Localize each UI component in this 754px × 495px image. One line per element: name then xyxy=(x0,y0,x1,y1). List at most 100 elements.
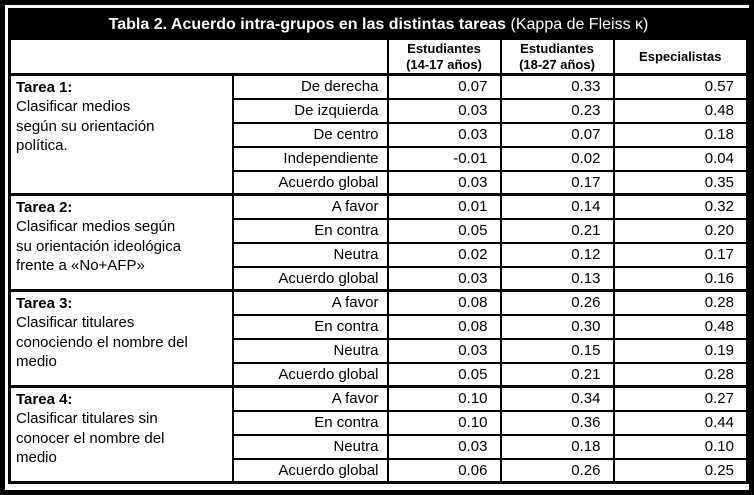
table-body: Tarea 1: Clasificar medios según su orien… xyxy=(8,73,749,484)
table-row: Independiente -0.01 0.02 0.04 xyxy=(10,145,749,172)
category-cell: Independiente xyxy=(231,145,389,172)
kappa-value-cell: 0.12 xyxy=(499,241,615,268)
table-row: En contra 0.05 0.21 0.20 xyxy=(10,217,749,244)
kappa-value-cell: 0.23 xyxy=(499,97,615,124)
category-cell: En contra xyxy=(231,409,389,436)
kappa-value-cell: 0.21 xyxy=(499,361,615,388)
kappa-value-cell: 0.10 xyxy=(386,409,502,436)
kappa-value-cell: 0.03 xyxy=(386,433,502,460)
kappa-value-cell: 0.36 xyxy=(499,409,615,436)
table-row: En contra 0.08 0.30 0.48 xyxy=(10,313,749,340)
task-description-cell: Tarea 2: Clasificar medios según su orien… xyxy=(8,193,234,292)
table-row: Neutra 0.03 0.18 0.10 xyxy=(10,433,749,460)
table-title: Tabla 2. Acuerdo intra-grupos en las dis… xyxy=(8,8,749,40)
category-cell: En contra xyxy=(231,313,389,340)
kappa-value-cell: -0.01 xyxy=(386,145,502,172)
kappa-value-cell: 0.32 xyxy=(612,193,749,220)
kappa-value-cell: 0.03 xyxy=(386,337,502,364)
task-description: Clasificar titulares conociendo el nombr… xyxy=(16,314,188,370)
category-cell: Acuerdo global xyxy=(231,361,389,388)
table-row: Acuerdo global 0.03 0.13 0.16 xyxy=(10,265,749,292)
table-row: De centro 0.03 0.07 0.18 xyxy=(10,121,749,148)
task-title: Tarea 4: xyxy=(16,391,73,409)
kappa-value-cell: 0.20 xyxy=(612,217,749,244)
kappa-value-cell: 0.07 xyxy=(499,121,615,148)
header-row: Estudiantes (14-17 años) Estudiantes (18-2… xyxy=(8,38,749,77)
kappa-value-cell: 0.48 xyxy=(612,97,749,124)
kappa-value-cell: 0.48 xyxy=(612,313,749,340)
table-title-bold: Tabla 2. Acuerdo intra-grupos en las dis… xyxy=(108,15,507,33)
header-line: (18-27 años) xyxy=(519,56,595,72)
task-description-cell: Tarea 3: Clasificar titulares conociendo … xyxy=(8,289,234,388)
category-cell: Neutra xyxy=(231,337,389,364)
kappa-value-cell: 0.28 xyxy=(612,361,749,388)
task-description-cell: Tarea 4: Clasificar titulares sin conocer… xyxy=(8,385,234,484)
table-row: En contra 0.10 0.36 0.44 xyxy=(10,409,749,436)
kappa-value-cell: 0.13 xyxy=(499,265,615,292)
kappa-value-cell: 0.26 xyxy=(499,457,615,484)
table-row: De izquierda 0.03 0.23 0.48 xyxy=(10,97,749,124)
kappa-table: Tabla 2. Acuerdo intra-grupos en las dis… xyxy=(8,8,749,485)
kappa-value-cell: 0.30 xyxy=(499,313,615,340)
kappa-value-cell: 0.08 xyxy=(386,313,502,340)
table-title-note: (Kappa de Fleiss κ) xyxy=(506,15,649,33)
kappa-value-cell: 0.25 xyxy=(612,457,749,484)
kappa-value-cell: 0.33 xyxy=(499,73,615,100)
table-row: Acuerdo global 0.03 0.17 0.35 xyxy=(10,169,749,196)
kappa-value-cell: 0.10 xyxy=(386,385,502,412)
kappa-value-cell: 0.14 xyxy=(499,193,615,220)
table-row: Neutra 0.02 0.12 0.17 xyxy=(10,241,749,268)
kappa-value-cell: 0.03 xyxy=(386,169,502,196)
category-cell: A favor xyxy=(231,385,389,412)
kappa-value-cell: 0.03 xyxy=(386,265,502,292)
kappa-value-cell: 0.02 xyxy=(499,145,615,172)
kappa-value-cell: 0.03 xyxy=(386,97,502,124)
kappa-value-cell: 0.21 xyxy=(499,217,615,244)
category-cell: Neutra xyxy=(231,433,389,460)
category-cell: Acuerdo global xyxy=(231,265,389,292)
kappa-value-cell: 0.35 xyxy=(612,169,749,196)
table-row: Tarea 3: Clasificar titulares conociendo … xyxy=(8,289,749,388)
column-header-estudiantes-18-27: Estudiantes (18-27 años) xyxy=(499,38,615,77)
kappa-value-cell: 0.07 xyxy=(386,73,502,100)
table-row: Tarea 4: Clasificar titulares sin conocer… xyxy=(8,385,749,484)
kappa-value-cell: 0.05 xyxy=(386,361,502,388)
kappa-value-cell: 0.28 xyxy=(612,289,749,316)
kappa-value-cell: 0.18 xyxy=(612,121,749,148)
column-header-especialistas: Especialistas xyxy=(612,38,749,77)
task-description: Clasificar medios según su orientación p… xyxy=(16,98,155,154)
kappa-value-cell: 0.06 xyxy=(386,457,502,484)
header-line: (14-17 años) xyxy=(406,56,482,72)
header-line: Especialistas xyxy=(639,48,722,64)
task-description: Clasificar medios según su orientación i… xyxy=(16,218,182,274)
category-cell: De centro xyxy=(231,121,389,148)
kappa-value-cell: 0.02 xyxy=(386,241,502,268)
kappa-value-cell: 0.17 xyxy=(499,169,615,196)
task-title: Tarea 3: xyxy=(16,295,73,313)
table-title-row: Tabla 2. Acuerdo intra-grupos en las dis… xyxy=(8,8,749,40)
kappa-value-cell: 0.17 xyxy=(612,241,749,268)
task-title: Tarea 2: xyxy=(16,199,73,217)
kappa-value-cell: 0.19 xyxy=(612,337,749,364)
task-title: Tarea 1: xyxy=(16,79,73,97)
table-row: Acuerdo global 0.05 0.21 0.28 xyxy=(10,361,749,388)
kappa-value-cell: 0.15 xyxy=(499,337,615,364)
empty-corner-cell xyxy=(8,38,389,77)
kappa-value-cell: 0.10 xyxy=(612,433,749,460)
table-row: Acuerdo global 0.06 0.26 0.25 xyxy=(10,457,749,484)
category-cell: De derecha xyxy=(231,73,389,100)
category-cell: Acuerdo global xyxy=(231,457,389,484)
category-cell: A favor xyxy=(231,193,389,220)
header-line: Estudiantes xyxy=(520,41,594,56)
kappa-value-cell: 0.03 xyxy=(386,121,502,148)
table-row: Neutra 0.03 0.15 0.19 xyxy=(10,337,749,364)
category-cell: Neutra xyxy=(231,241,389,268)
kappa-value-cell: 0.26 xyxy=(499,289,615,316)
kappa-value-cell: 0.01 xyxy=(386,193,502,220)
header-line: Estudiantes xyxy=(407,41,481,56)
kappa-value-cell: 0.57 xyxy=(612,73,749,100)
category-cell: Acuerdo global xyxy=(231,169,389,196)
kappa-value-cell: 0.05 xyxy=(386,217,502,244)
table-row: Tarea 2: Clasificar medios según su orien… xyxy=(8,193,749,292)
